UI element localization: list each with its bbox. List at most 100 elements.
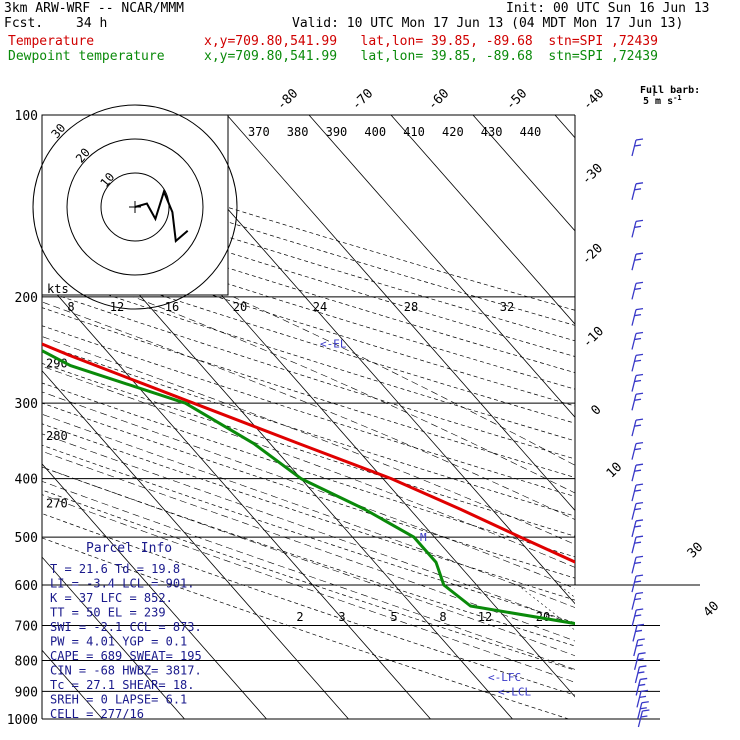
pressure-tick-label: 600 — [15, 579, 38, 594]
parcel-info-row: T = 21.6 Td = 19.8 — [50, 562, 180, 576]
wind-barb-flag — [637, 638, 645, 641]
wind-barb-staff — [633, 653, 640, 670]
wind-barb — [634, 665, 647, 684]
wind-barb-staff — [631, 283, 637, 300]
wind-barb-flag — [635, 591, 644, 595]
pressure-tick-label: 300 — [15, 397, 38, 412]
level-annotation: <-EL — [320, 338, 347, 351]
level-annotation: <-LCL — [498, 686, 531, 699]
wind-barb-flag — [642, 709, 650, 712]
theta-label: 410 — [403, 125, 425, 139]
mixing-ratio-line — [613, 585, 740, 719]
wind-barb-flag — [634, 144, 642, 147]
hodograph-ring — [66, 138, 204, 276]
wind-barb — [631, 252, 644, 271]
wind-barb-staff — [631, 375, 637, 392]
wind-barb-flag — [635, 629, 643, 633]
wind-barb-staff — [631, 139, 637, 157]
isotherm-label: -30 — [579, 161, 606, 188]
wind-barb-flag — [634, 398, 642, 401]
theta-label: 280 — [46, 429, 68, 443]
mixing-ratio-label: 3 — [338, 610, 345, 624]
wind-barb-flag — [635, 535, 644, 538]
temperature-legend-label: Temperature — [8, 34, 95, 49]
mixing-ratio-label: 5 — [390, 610, 397, 624]
theta-label: 440 — [520, 125, 542, 139]
parcel-info-row: SREH = 0 LAPSE= 6.1 — [50, 693, 187, 707]
wind-barb-staff — [631, 520, 637, 538]
wind-barb-flag — [635, 519, 644, 522]
wind-barb — [631, 591, 644, 610]
wind-barb-flag — [634, 313, 642, 317]
barb-legend-exponent: -1 — [673, 94, 681, 102]
forecast-hour: 34 h — [76, 16, 108, 31]
wind-barb-staff — [631, 183, 637, 200]
wind-barb-flag — [634, 580, 642, 583]
isotherm-line — [554, 115, 575, 139]
wind-barb — [631, 483, 644, 502]
isotherm-label: 0 — [588, 402, 604, 418]
isotherm-label: -10 — [580, 324, 607, 351]
wind-barb — [631, 353, 644, 372]
wind-barb-flag — [635, 252, 644, 255]
parcel-info-row: LI = -3.4 LCL = 901. — [50, 577, 195, 591]
wind-barb-flag — [634, 525, 642, 528]
pressure-tick-label: 100 — [15, 109, 38, 124]
mixing-ratio-label: 2 — [296, 610, 303, 624]
dry-adiabat — [42, 537, 569, 719]
dewpoint-legend-label: Dewpoint temperature — [8, 49, 165, 64]
wind-barb-flag — [634, 541, 642, 544]
barb-legend-value: 5 m s-1 — [643, 94, 682, 107]
wind-barb-staff — [636, 691, 642, 708]
wind-barb-staff — [631, 557, 637, 574]
wind-barb-flag — [635, 463, 644, 466]
wind-barb-flag — [634, 489, 642, 492]
wind-barb-flag — [640, 677, 648, 681]
wind-barb-flag — [634, 379, 642, 383]
parcel-info-row: CAPE = 689 SWEAT= 195 — [50, 649, 202, 663]
wind-barb — [633, 638, 645, 657]
theta-label: 430 — [481, 125, 503, 139]
wind-barb-staff — [631, 609, 637, 627]
mixing-ratio-label: 28 — [404, 300, 418, 314]
wind-barb — [631, 392, 644, 411]
wind-barb — [637, 709, 650, 728]
mixing-ratio-label: 12 — [478, 610, 492, 624]
wind-barb — [637, 701, 649, 719]
theta-label: 370 — [248, 125, 270, 139]
mixing-ratio-label: 8 — [67, 300, 74, 314]
mixing-ratio-label: 32 — [500, 300, 514, 314]
parcel-info-panel: Parcel Info T = 21.6 Td = 19.8LI = -3.4 L… — [50, 541, 202, 721]
isotherm-label: -40 — [580, 86, 607, 113]
pressure-tick-label: 800 — [15, 654, 38, 669]
wind-barbs: Full barb:5 m s-1 — [631, 85, 700, 728]
wind-barb-staff — [637, 710, 644, 728]
dewpoint-location: x,y=709.80,541.99 lat,lon= 39.85, -89.68… — [204, 49, 658, 64]
wind-barb-staff — [631, 394, 637, 411]
theta-label: 270 — [46, 497, 68, 511]
wind-barb-staff — [634, 666, 641, 684]
wind-barb-flag — [635, 555, 644, 559]
wind-barb-flag — [639, 665, 647, 668]
mixing-ratio-label: 20 — [233, 300, 247, 314]
wind-barb-flag — [634, 561, 642, 565]
isotherm-label: 10 — [604, 460, 626, 482]
wind-barb — [631, 331, 644, 350]
wind-barb-flag — [634, 424, 642, 427]
temperature-location: x,y=709.80,541.99 lat,lon= 39.85, -89.68… — [204, 34, 658, 49]
wind-barb-flag — [634, 359, 642, 362]
isotherm-label: 40 — [701, 599, 723, 621]
pressure-tick-label: 500 — [15, 531, 38, 546]
dry-adiabat — [42, 325, 575, 497]
dry-adiabat — [42, 207, 575, 374]
wind-barb — [631, 418, 644, 437]
wind-barb-flag — [637, 671, 645, 674]
dry-adiabat — [42, 192, 575, 357]
wind-barb-flag — [635, 392, 644, 395]
wind-barb-flag — [634, 337, 642, 341]
wind-barb-staff — [631, 254, 637, 271]
level-annotations: <-EL M <-LFC <-LCL — [320, 338, 531, 699]
moist-adiabat — [42, 365, 575, 568]
wind-barb-flag — [640, 707, 647, 710]
